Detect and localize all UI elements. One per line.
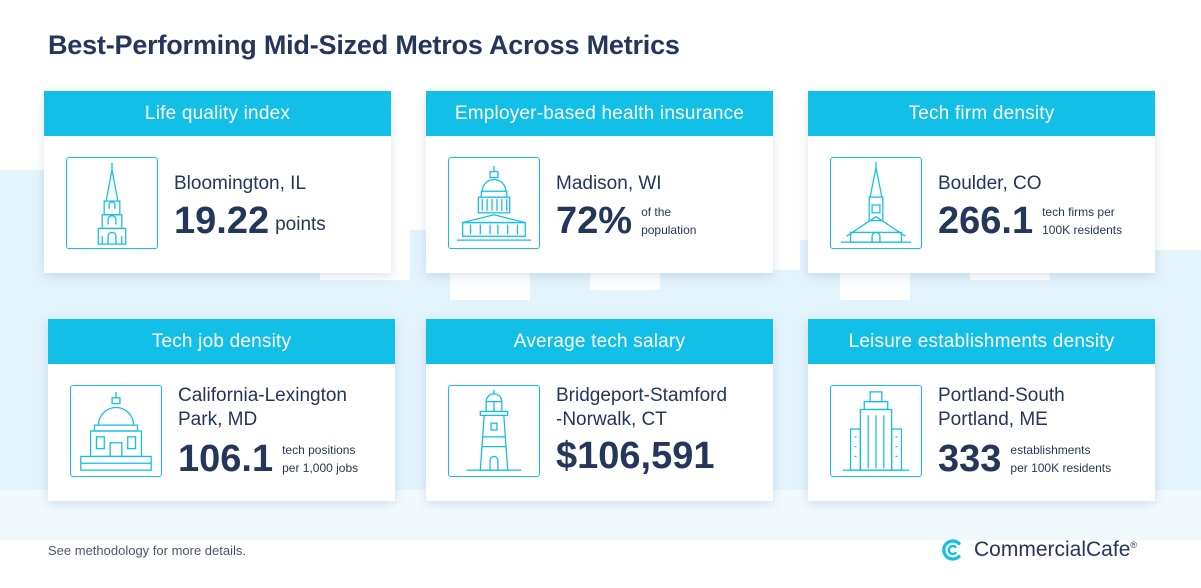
capitol-dome-icon xyxy=(448,157,540,249)
metric-unit-line2: per 1,000 jobs xyxy=(282,461,359,475)
metric-value: 333 xyxy=(938,438,1002,480)
methodology-note: See methodology for more details. xyxy=(48,543,246,558)
metric-card-life-quality: Life quality index Bloomington, IL 19.22… xyxy=(44,91,391,273)
registered-mark: ® xyxy=(1130,540,1138,550)
card-header: Tech firm density xyxy=(808,91,1155,136)
card-header: Leisure establishments density xyxy=(808,319,1155,364)
metric-unit: points xyxy=(275,214,326,235)
city-name: Bloomington, IL xyxy=(174,173,307,194)
metric-card-leisure-establishments: Leisure establishments density Portland-… xyxy=(808,319,1155,501)
city-line2: Portland, ME xyxy=(938,409,1048,430)
metric-unit-line2: per 100K residents xyxy=(1010,461,1112,475)
city-line1: Portland-South xyxy=(938,385,1065,406)
city-name: California-Lexington Park, MD xyxy=(178,384,347,432)
domed-building-icon xyxy=(70,385,162,477)
metric-value: 19.22 xyxy=(174,200,270,242)
metric-card-tech-job-density: Tech job density California-Lexington Pa… xyxy=(48,319,395,501)
card-header: Employer-based health insurance xyxy=(426,91,773,136)
metric-value: 106.1 xyxy=(178,438,274,480)
page-title: Best-Performing Mid-Sized Metros Across … xyxy=(48,30,680,60)
metric-unit-line2: population xyxy=(641,223,697,237)
brand-logo[interactable]: CommercialCafe® xyxy=(940,537,1137,563)
chapel-icon xyxy=(830,157,922,249)
city-name: Boulder, CO xyxy=(938,173,1042,194)
city-line1: Bridgeport-Stamford xyxy=(556,385,728,406)
church-spire-icon xyxy=(66,157,158,249)
city-name: Madison, WI xyxy=(556,173,662,194)
card-header: Average tech salary xyxy=(426,319,773,364)
metric-unit-line1: tech positions xyxy=(282,443,356,457)
lighthouse-icon xyxy=(448,385,540,477)
metric-value: $106,591 xyxy=(556,435,715,477)
metric-card-health-insurance: Employer-based health insurance Madison,… xyxy=(426,91,773,273)
city-line2: -Norwalk, CT xyxy=(556,409,667,430)
city-line2: Park, MD xyxy=(178,409,258,430)
commercialcafe-logo-icon xyxy=(942,539,961,561)
city-name: Portland-South Portland, ME xyxy=(938,384,1065,432)
city-line1: California-Lexington xyxy=(178,385,347,406)
metric-value: 72% xyxy=(556,200,633,242)
metric-card-average-tech-salary: Average tech salary Bridgeport-Stamford … xyxy=(426,319,773,501)
brand-name: CommercialCafe® xyxy=(974,538,1138,561)
metric-unit-line1: tech firms per xyxy=(1042,205,1115,219)
card-header: Tech job density xyxy=(48,319,395,364)
city-name: Bridgeport-Stamford -Norwalk, CT xyxy=(556,384,727,432)
metric-value: 266.1 xyxy=(938,200,1034,242)
metric-unit-line2: 100K residents xyxy=(1042,223,1123,237)
skyscraper-icon xyxy=(830,385,922,477)
card-header: Life quality index xyxy=(44,91,391,136)
metric-unit-line1: establishments xyxy=(1010,443,1091,457)
metric-card-tech-firm-density: Tech firm density Boulder, CO 266.1 tech… xyxy=(808,91,1155,273)
metric-unit-line1: of the xyxy=(641,205,672,219)
